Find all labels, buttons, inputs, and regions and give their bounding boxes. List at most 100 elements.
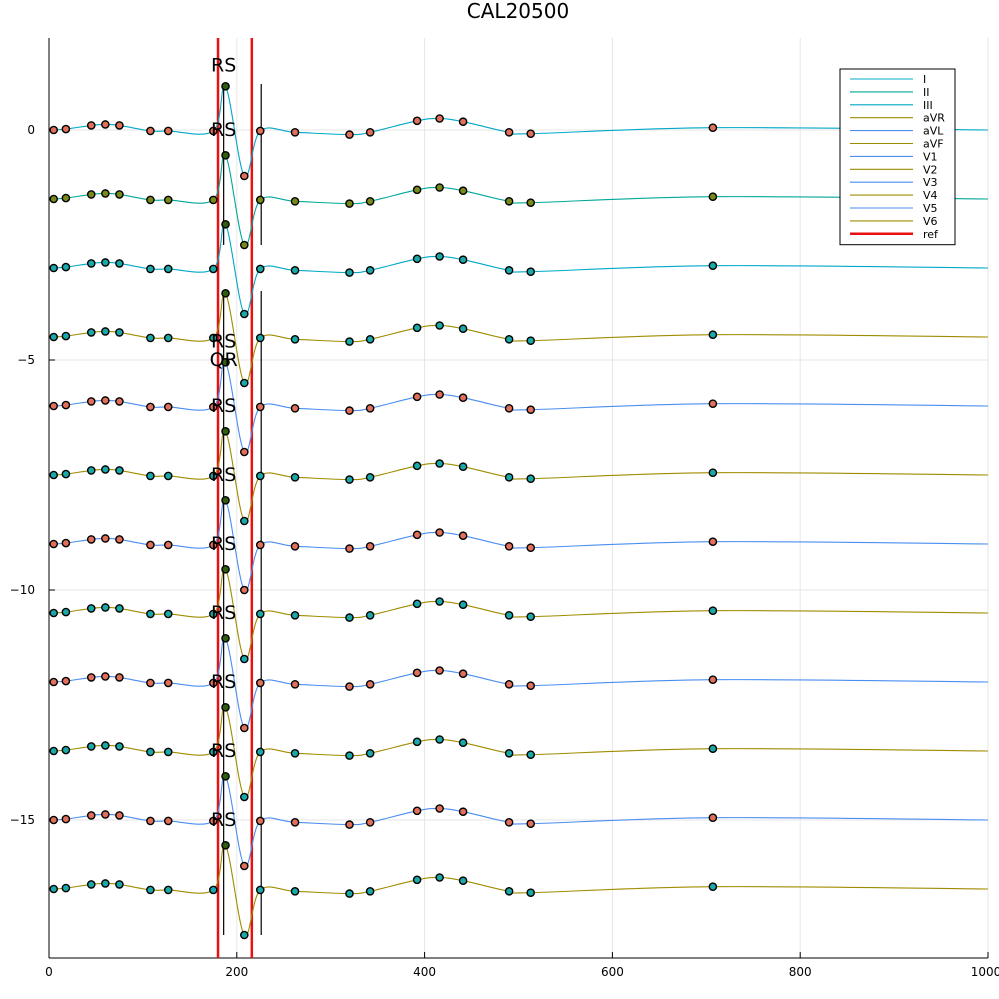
series-point-II [526, 198, 536, 207]
series-point-II [86, 190, 96, 199]
series-point-V2 [345, 613, 354, 622]
series-point-V5 [435, 804, 444, 813]
series-point-I [221, 82, 230, 91]
series-point-V2 [163, 609, 173, 619]
series-point-V3 [708, 675, 718, 685]
series-point-aVF [115, 466, 124, 475]
series-point-aVL [61, 400, 71, 410]
series-point-V6 [290, 887, 300, 896]
series-point-V3 [163, 678, 173, 688]
series-point-III [504, 265, 514, 275]
series-point-V6 [412, 875, 422, 885]
series-point-aVL [526, 405, 536, 414]
x-tick-label: 1000 [971, 965, 999, 979]
series-point-aVR [146, 333, 155, 343]
series-point-I [708, 123, 718, 132]
series-point-aVL [86, 397, 96, 406]
series-point-aVL [209, 402, 218, 412]
series-point-II [146, 195, 155, 205]
series-point-I [49, 125, 58, 135]
grid [48, 38, 989, 958]
series-point-aVR [61, 331, 71, 341]
series-point-III [163, 264, 173, 274]
legend-label: aVL [923, 125, 944, 138]
series-point-V3 [101, 672, 110, 681]
series-point-aVF [101, 465, 110, 474]
series-point-V2 [221, 565, 230, 574]
series-point-V6 [86, 880, 96, 889]
series-point-III [146, 264, 155, 274]
series-point-aVR [163, 333, 173, 343]
series-point-V4 [458, 738, 468, 748]
series-point-aVF [209, 471, 218, 481]
series-point-aVR [412, 323, 422, 333]
legend-label: I [923, 73, 926, 86]
series-point-aVR [240, 378, 249, 388]
series-point-aVF [345, 475, 354, 484]
series-point-V2 [412, 599, 422, 609]
series-point-V3 [412, 668, 422, 678]
series-point-I [61, 124, 71, 134]
series-point-V4 [290, 749, 300, 758]
series-point-V3 [345, 682, 354, 691]
y-tick-label: −5 [17, 353, 35, 367]
series-point-V4 [61, 745, 71, 755]
series-point-aVL [163, 402, 173, 412]
series-point-V5 [221, 772, 230, 781]
series-point-V6 [365, 887, 375, 896]
series-point-aVR [221, 288, 230, 298]
series-point-III [345, 268, 354, 277]
series-point-V5 [458, 807, 468, 817]
series-point-V4 [435, 735, 444, 744]
series-point-V6 [61, 883, 71, 893]
series-point-V1 [146, 540, 155, 550]
series-point-aVF [526, 474, 536, 483]
series-point-V6 [345, 889, 354, 898]
series-point-aVL [49, 401, 58, 411]
series-point-aVR [504, 334, 514, 344]
series-point-V6 [526, 888, 536, 897]
series-line-V5 [53, 775, 989, 868]
series-point-I [86, 121, 96, 130]
series-point-V1 [240, 585, 249, 595]
series-point-V4 [163, 747, 173, 757]
annotation-label: QR [210, 349, 238, 371]
series-point-aVR [365, 334, 375, 344]
legend-label: aVF [923, 138, 944, 151]
series-point-aVF [61, 469, 71, 479]
series-point-III [209, 264, 218, 274]
series-point-V1 [221, 495, 230, 505]
series-point-III [86, 259, 96, 268]
legend-label: V3 [923, 176, 938, 189]
y-tick-label: 0 [27, 123, 35, 137]
annotation-label: RS [211, 602, 236, 624]
series-point-III [412, 254, 422, 264]
series-point-aVR [458, 324, 468, 334]
legend-label: V4 [923, 189, 938, 202]
series-point-II [345, 199, 354, 208]
series-point-V5 [365, 818, 375, 827]
series-point-aVF [86, 466, 96, 475]
series-point-aVR [435, 321, 444, 330]
series-point-I [365, 127, 375, 137]
series-point-V6 [209, 885, 218, 895]
series-point-V2 [115, 604, 124, 613]
series-point-aVR [86, 328, 96, 337]
legend-label: V1 [923, 150, 938, 163]
series-point-aVL [290, 403, 300, 413]
legend-label: ref [923, 228, 939, 241]
series-line-aVF [53, 430, 989, 523]
series-point-aVF [458, 462, 468, 472]
legend-label: V2 [923, 163, 938, 176]
series-point-aVF [163, 471, 173, 481]
series-point-V6 [221, 841, 230, 850]
series-point-III [708, 261, 718, 271]
series-point-I [255, 126, 265, 136]
series-point-V5 [146, 816, 155, 826]
legend-label: V6 [923, 215, 938, 228]
series-point-V1 [526, 543, 536, 552]
series-point-V1 [435, 528, 444, 537]
series-point-V3 [209, 678, 218, 688]
annotation-label: RS [211, 533, 236, 555]
series-point-aVR [115, 328, 124, 337]
